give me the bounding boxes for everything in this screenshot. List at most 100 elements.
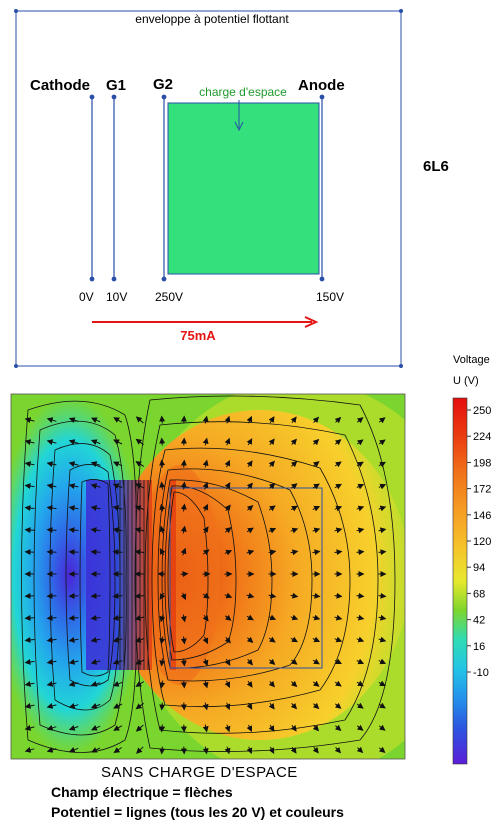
- g2-label: G2: [153, 76, 173, 93]
- electric-field-arrows: [24, 415, 387, 755]
- field-arrow: [268, 636, 276, 643]
- field-arrow: [246, 702, 253, 710]
- field-arrow: [68, 505, 79, 512]
- field-arrow: [68, 483, 79, 490]
- field-arrow: [202, 437, 209, 446]
- field-arrow: [159, 746, 166, 755]
- field-arrow: [312, 724, 320, 732]
- field-arrow: [46, 724, 57, 731]
- colorbar-tick-label: 224: [473, 431, 491, 443]
- field-arrow: [134, 527, 145, 534]
- colorbar-tick-label: -10: [473, 667, 489, 679]
- field-arrow: [224, 415, 231, 424]
- field-arrow: [312, 483, 320, 490]
- field-arrow: [202, 746, 209, 755]
- field-arrow: [90, 680, 101, 687]
- field-arrow: [46, 680, 57, 687]
- field-arrow: [180, 592, 187, 601]
- field-arrow: [246, 415, 253, 424]
- field-arrow: [90, 549, 101, 556]
- field-arrow: [290, 680, 298, 688]
- colorbar-title: Voltage: [453, 354, 490, 366]
- field-arrow: [224, 746, 231, 755]
- field-arrow: [68, 461, 79, 468]
- field-arrow: [46, 702, 57, 709]
- field-arrow: [180, 525, 187, 534]
- field-arrow: [356, 417, 364, 424]
- field-arrow: [46, 636, 57, 643]
- field-arrow: [24, 461, 35, 468]
- field-arrow: [334, 680, 342, 687]
- field-arrow: [159, 437, 166, 446]
- field-arrow: [68, 724, 79, 731]
- field-arrow: [356, 505, 365, 512]
- colorbar-tick-label: 172: [473, 484, 491, 496]
- field-arrow: [202, 614, 209, 622]
- field-arrow: [180, 503, 187, 512]
- space-charge-arrow: [234, 100, 244, 132]
- caption-title: SANS CHARGE D'ESPACE: [101, 764, 298, 781]
- field-arrow: [112, 483, 123, 489]
- field-arrow: [135, 461, 145, 467]
- field-arrow: [246, 592, 255, 599]
- field-arrow: [356, 549, 365, 556]
- field-arrow: [356, 724, 364, 731]
- field-arrow: [378, 658, 387, 665]
- field-arrow: [135, 702, 144, 710]
- field-arrow: [112, 549, 123, 556]
- field-arrow: [378, 702, 386, 709]
- field-arrow: [24, 417, 35, 424]
- field-arrow: [159, 548, 166, 556]
- field-arrow: [202, 481, 209, 490]
- field-arrow: [180, 547, 187, 556]
- field-arrow: [378, 461, 386, 468]
- field-arrow: [202, 459, 209, 468]
- field-arrow: [224, 437, 231, 446]
- field-arrow: [290, 592, 299, 599]
- field-arrow: [112, 658, 123, 665]
- field-arrow: [356, 592, 365, 599]
- g1-voltage: 10V: [106, 290, 127, 304]
- potential-field-map: [10, 393, 406, 760]
- field-arrow: [24, 483, 35, 490]
- field-arrow: [112, 592, 123, 599]
- envelope-corner-dots: [14, 9, 403, 368]
- field-arrow: [290, 614, 299, 621]
- field-arrow: [312, 416, 320, 424]
- field-arrow: [224, 614, 232, 621]
- field-arrow: [268, 702, 275, 710]
- field-arrow: [334, 614, 343, 621]
- field-arrow: [46, 527, 57, 534]
- colorbar-tick-label: 146: [473, 510, 491, 522]
- field-arrow: [268, 416, 275, 424]
- field-arrow: [268, 527, 277, 534]
- field-arrow: [334, 439, 342, 446]
- field-arrow: [268, 746, 275, 754]
- field-arrow: [246, 505, 254, 512]
- field-arrow: [334, 746, 342, 754]
- field-arrow: [268, 592, 277, 599]
- field-arrow: [224, 482, 231, 490]
- field-arrow: [334, 461, 342, 468]
- colorbar-tick-label: 42: [473, 615, 485, 627]
- caption-line-potential: Potentiel = lignes (tous les 20 V) et co…: [51, 804, 344, 820]
- field-arrow: [180, 636, 187, 645]
- field-arrow: [334, 724, 342, 732]
- field-arrow: [246, 636, 254, 643]
- field-arrow: [246, 724, 253, 733]
- field-arrow: [224, 527, 232, 534]
- field-arrow: [135, 438, 144, 446]
- field-arrow: [46, 483, 57, 490]
- field-arrow: [202, 680, 209, 689]
- colorbar-tick-label: 16: [473, 641, 485, 653]
- field-arrow: [159, 481, 166, 490]
- current-arrow: [92, 316, 319, 328]
- envelope-label: enveloppe à potentiel flottant: [135, 12, 289, 26]
- field-arrow: [68, 747, 79, 753]
- field-arrow: [334, 416, 342, 424]
- field-arrow: [180, 571, 189, 578]
- colorbar-tick-label: 198: [473, 457, 491, 469]
- field-arrow: [246, 746, 253, 755]
- field-arrow: [24, 439, 35, 446]
- field-arrow: [112, 527, 123, 534]
